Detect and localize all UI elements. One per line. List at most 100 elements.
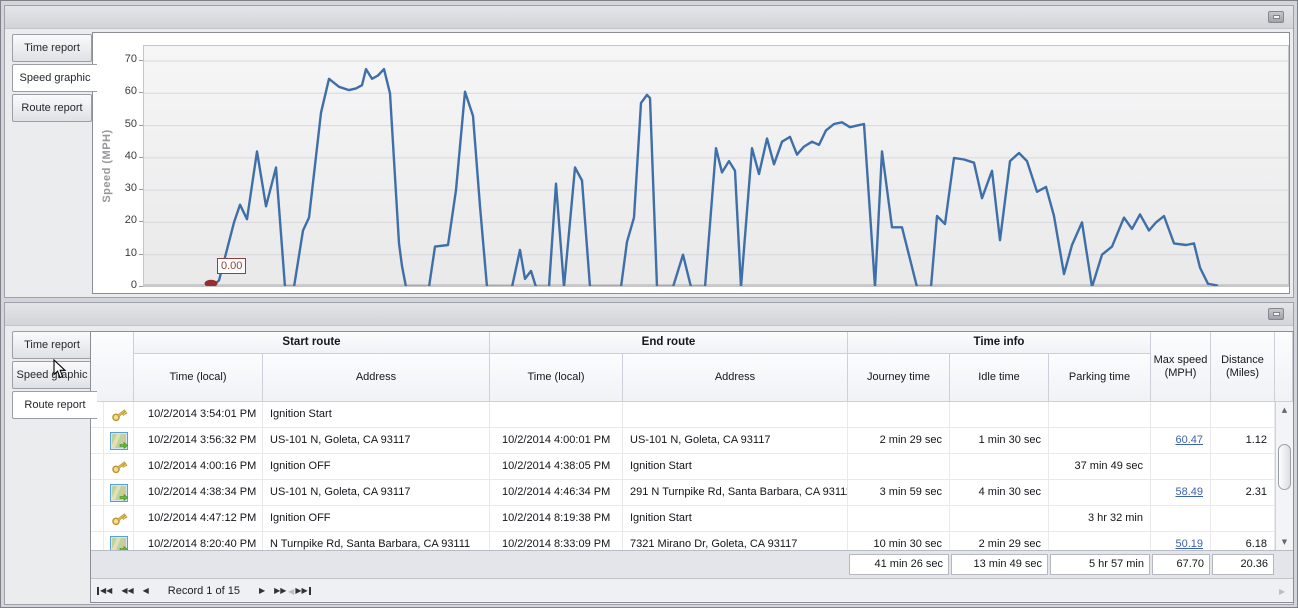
- cell-idle-time: 2 min 29 sec: [950, 532, 1049, 550]
- scroll-up-icon[interactable]: ▲: [1281, 406, 1288, 414]
- route-map-icon: [109, 483, 128, 502]
- column-header[interactable]: Address: [263, 354, 490, 402]
- cell-max-speed: [1151, 506, 1211, 532]
- cell-journey-time: [848, 402, 950, 428]
- column-header-distance[interactable]: Distance (Miles): [1211, 332, 1275, 402]
- y-tick-mark: [139, 189, 144, 191]
- tab-route-report[interactable]: Route report: [12, 391, 97, 419]
- tab-time-report[interactable]: Time report: [12, 331, 92, 359]
- ignition-key-icon: [111, 460, 127, 473]
- chart-plot-area: 0.00: [143, 45, 1289, 287]
- table-row[interactable]: 10/2/2014 3:56:32 PM US-101 N, Goleta, CA…: [91, 428, 1275, 454]
- first-record-button[interactable]: ◀◀: [97, 587, 112, 595]
- table-row[interactable]: 10/2/2014 8:20:40 PM N Turnpike Rd, Santa…: [91, 532, 1275, 550]
- last-record-button[interactable]: ▶▶: [295, 587, 311, 595]
- summary-idle-time: 13 min 49 sec: [951, 554, 1048, 575]
- max-speed-link[interactable]: 60.47: [1175, 434, 1203, 446]
- cell-parking-time: 37 min 49 sec: [1049, 454, 1151, 480]
- cell-icon: [104, 454, 134, 480]
- speed-annotation: 0.00: [217, 258, 247, 274]
- cell-icon: [104, 428, 134, 454]
- cell-parking-time: [1049, 428, 1151, 454]
- cell-start-address: Ignition OFF: [263, 454, 490, 480]
- cell-end-address: US-101 N, Goleta, CA 93117: [623, 428, 848, 454]
- group-header-time-info[interactable]: Time info: [848, 332, 1151, 354]
- cell-journey-time: 3 min 59 sec: [848, 480, 950, 506]
- y-tick-mark: [139, 286, 144, 287]
- cell-icon: [104, 480, 134, 506]
- table-row[interactable]: 10/2/2014 4:38:34 PM US-101 N, Goleta, CA…: [91, 480, 1275, 506]
- tab-time-report[interactable]: Time report: [12, 34, 92, 62]
- cell-end-time: 10/2/2014 4:00:01 PM: [490, 428, 623, 454]
- cell-start-address: Ignition Start: [263, 402, 490, 428]
- cell-distance: 1.12: [1211, 428, 1275, 454]
- next-page-button[interactable]: ▶▶: [274, 586, 287, 595]
- column-header[interactable]: Time (local): [490, 354, 623, 402]
- y-tick-mark: [139, 60, 144, 61]
- tab-route-report[interactable]: Route report: [12, 94, 92, 122]
- cell-max-speed: [1151, 454, 1211, 480]
- scroll-down-icon[interactable]: ▼: [1281, 538, 1288, 546]
- vertical-scrollbar[interactable]: ▲ ▼: [1275, 402, 1293, 550]
- max-speed-link[interactable]: 58.49: [1175, 486, 1203, 498]
- top-tab-rail: Time report Speed graphic Route report: [8, 34, 97, 294]
- table-row[interactable]: 10/2/2014 4:00:16 PM Ignition OFF 10/2/201…: [91, 454, 1275, 480]
- route-report-panel: Time report Speed graphic Route report Sta…: [4, 302, 1294, 605]
- table-row[interactable]: 10/2/2014 4:47:12 PM Ignition OFF 10/2/201…: [91, 506, 1275, 532]
- scroll-corner[interactable]: [1275, 332, 1293, 402]
- cell-end-time: 10/2/2014 4:46:34 PM: [490, 480, 623, 506]
- hscroll-right-icon[interactable]: ▶: [1279, 586, 1286, 596]
- y-tick-mark: [139, 124, 144, 126]
- summary-distance: 20.36: [1212, 554, 1274, 575]
- cell-parking-time: [1049, 480, 1151, 506]
- tab-speed-graphic[interactable]: Speed graphic: [12, 64, 97, 92]
- cell-ind: [91, 480, 104, 506]
- route-map-icon: [109, 535, 128, 550]
- collapse-panel-icon[interactable]: [1268, 11, 1284, 23]
- column-header-max-speed[interactable]: Max speed (MPH): [1151, 332, 1211, 402]
- y-tick-mark: [139, 253, 144, 255]
- hscroll-left-icon[interactable]: ◀: [288, 586, 295, 596]
- cell-journey-time: [848, 506, 950, 532]
- cell-max-speed: 58.49: [1151, 480, 1211, 506]
- cell-end-time: [490, 402, 623, 428]
- speed-graphic-panel: Time report Speed graphic Route report Spe…: [4, 5, 1294, 298]
- cell-start-address: US-101 N, Goleta, CA 93117: [263, 480, 490, 506]
- column-header[interactable]: Parking time: [1049, 354, 1151, 402]
- collapse-glyph: [1273, 15, 1280, 19]
- scrollbar-thumb[interactable]: [1278, 444, 1291, 490]
- tab-speed-graphic[interactable]: Speed graphic: [12, 361, 92, 389]
- speed-series-line: [210, 67, 1219, 286]
- route-report-table: Start route End route Time info Time (local…: [90, 331, 1294, 603]
- table-body: 10/2/2014 3:54:01 PM Ignition Start 10/2/2…: [91, 402, 1275, 550]
- y-tick-label: 70: [124, 53, 137, 65]
- max-speed-link[interactable]: 50.19: [1175, 538, 1203, 550]
- cell-journey-time: 10 min 30 sec: [848, 532, 950, 550]
- table-row[interactable]: 10/2/2014 3:54:01 PM Ignition Start: [91, 402, 1275, 428]
- summary-journey-time: 41 min 26 sec: [849, 554, 949, 575]
- cell-ind: [91, 532, 104, 550]
- cell-distance: 6.18: [1211, 532, 1275, 550]
- column-header[interactable]: Time (local): [134, 354, 263, 402]
- group-header-start-route[interactable]: Start route: [134, 332, 490, 354]
- y-tick-label: 10: [124, 246, 137, 259]
- prev-record-button[interactable]: ◀: [142, 586, 149, 595]
- y-tick-mark: [139, 221, 144, 223]
- column-header[interactable]: Idle time: [950, 354, 1049, 402]
- collapse-panel-icon[interactable]: [1268, 308, 1284, 320]
- column-header[interactable]: Journey time: [848, 354, 950, 402]
- cell-end-address: 7321 Mirano Dr, Goleta, CA 93117: [623, 532, 848, 550]
- group-header-end-route[interactable]: End route: [490, 332, 848, 354]
- column-header[interactable]: Address: [623, 354, 848, 402]
- collapse-glyph: [1273, 312, 1280, 316]
- cell-start-address: Ignition OFF: [263, 506, 490, 532]
- cell-start-time: 10/2/2014 4:47:12 PM: [134, 506, 263, 532]
- next-record-button[interactable]: ▶: [258, 586, 266, 595]
- cell-start-time: 10/2/2014 4:38:34 PM: [134, 480, 263, 506]
- start-point-marker: [204, 279, 218, 286]
- y-tick-mark: [139, 156, 144, 158]
- cell-icon: [104, 402, 134, 428]
- prev-page-button[interactable]: ◀◀: [121, 586, 134, 595]
- indicator-column-header[interactable]: [91, 332, 134, 402]
